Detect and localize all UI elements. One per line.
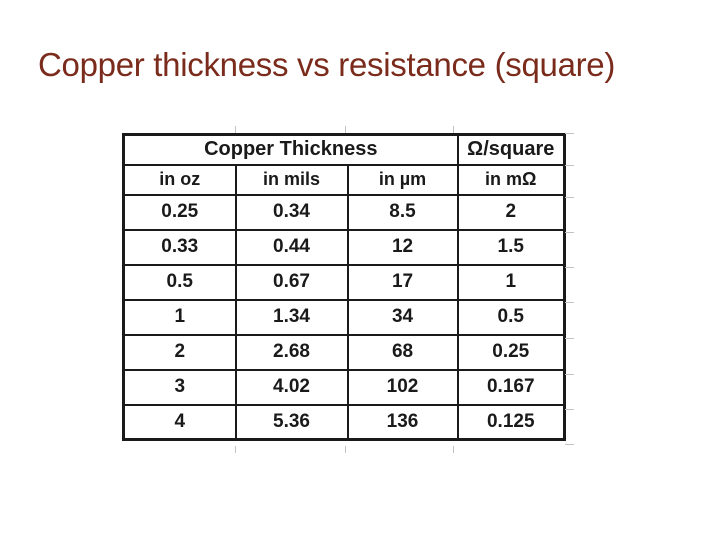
gridline-stub xyxy=(565,267,574,268)
table-cell: 8.5 xyxy=(346,193,459,231)
table-row: 1 1.34 34 0.5 xyxy=(122,298,566,336)
table-cell: 136 xyxy=(346,403,459,441)
gridline-stub xyxy=(565,409,574,410)
unit-header-um: in µm xyxy=(346,163,459,196)
gridline-stub xyxy=(565,165,574,166)
table-cell: 2 xyxy=(122,333,237,371)
gridline-stub xyxy=(565,338,574,339)
table-cell: 0.44 xyxy=(234,228,349,266)
table-cell: 2.68 xyxy=(234,333,349,371)
gridline-stub xyxy=(453,446,454,453)
table-row: 0.5 0.67 17 1 xyxy=(122,263,566,301)
table-header: Copper Thickness Ω/square in oz in mils … xyxy=(122,133,566,196)
table-cell: 4.02 xyxy=(234,368,349,406)
table-cell: 1 xyxy=(456,263,566,301)
gridline-stub xyxy=(565,197,574,198)
table-cell: 0.33 xyxy=(122,228,237,266)
copper-thickness-table: Copper Thickness Ω/square in oz in mils … xyxy=(122,133,567,441)
group-header-copper-thickness: Copper Thickness xyxy=(122,133,459,166)
table-cell: 5.36 xyxy=(234,403,349,441)
table-cell: 0.67 xyxy=(234,263,349,301)
table-cell: 34 xyxy=(346,298,459,336)
table-cell: 17 xyxy=(346,263,459,301)
gridline-stub xyxy=(235,126,236,133)
gridline-stub xyxy=(565,133,574,134)
table-cell: 4 xyxy=(122,403,237,441)
unit-header-mils: in mils xyxy=(234,163,349,196)
unit-header-oz: in oz xyxy=(122,163,237,196)
table-row: 4 5.36 136 0.125 xyxy=(122,403,566,441)
group-header-ohm-per-square: Ω/square xyxy=(456,133,566,166)
gridline-stub xyxy=(565,232,574,233)
table-row: 3 4.02 102 0.167 xyxy=(122,368,566,406)
gridline-stub xyxy=(453,126,454,133)
table-cell: 0.25 xyxy=(122,193,237,231)
table-cell: 1 xyxy=(122,298,237,336)
table-cell: 0.5 xyxy=(122,263,237,301)
table-group-header-row: Copper Thickness Ω/square xyxy=(122,133,566,166)
table-cell: 0.25 xyxy=(456,333,566,371)
gridline-stub xyxy=(565,374,574,375)
gridline-stub xyxy=(345,126,346,133)
table-cell: 0.5 xyxy=(456,298,566,336)
table-cell: 68 xyxy=(346,333,459,371)
gridline-stub xyxy=(235,446,236,453)
table-cell: 3 xyxy=(122,368,237,406)
unit-header-mohm: in mΩ xyxy=(456,163,566,196)
table-cell: 12 xyxy=(346,228,459,266)
table-row: 0.25 0.34 8.5 2 xyxy=(122,193,566,231)
gridline-stub xyxy=(565,302,574,303)
table-unit-header-row: in oz in mils in µm in mΩ xyxy=(122,163,566,196)
table-cell: 1.34 xyxy=(234,298,349,336)
table-body: 0.25 0.34 8.5 2 0.33 0.44 12 1.5 0.5 0.67 17 1 1 1.34… xyxy=(122,193,566,441)
table-row: 0.33 0.44 12 1.5 xyxy=(122,228,566,266)
table-row: 2 2.68 68 0.25 xyxy=(122,333,566,371)
table-cell: 1.5 xyxy=(456,228,566,266)
table-cell: 0.34 xyxy=(234,193,349,231)
table-cell: 0.125 xyxy=(456,403,566,441)
page-title: Copper thickness vs resistance (square) xyxy=(38,46,616,83)
gridline-stub xyxy=(345,446,346,453)
table-cell: 0.167 xyxy=(456,368,566,406)
table-cell: 102 xyxy=(346,368,459,406)
gridline-stub xyxy=(565,444,574,445)
table-cell: 2 xyxy=(456,193,566,231)
